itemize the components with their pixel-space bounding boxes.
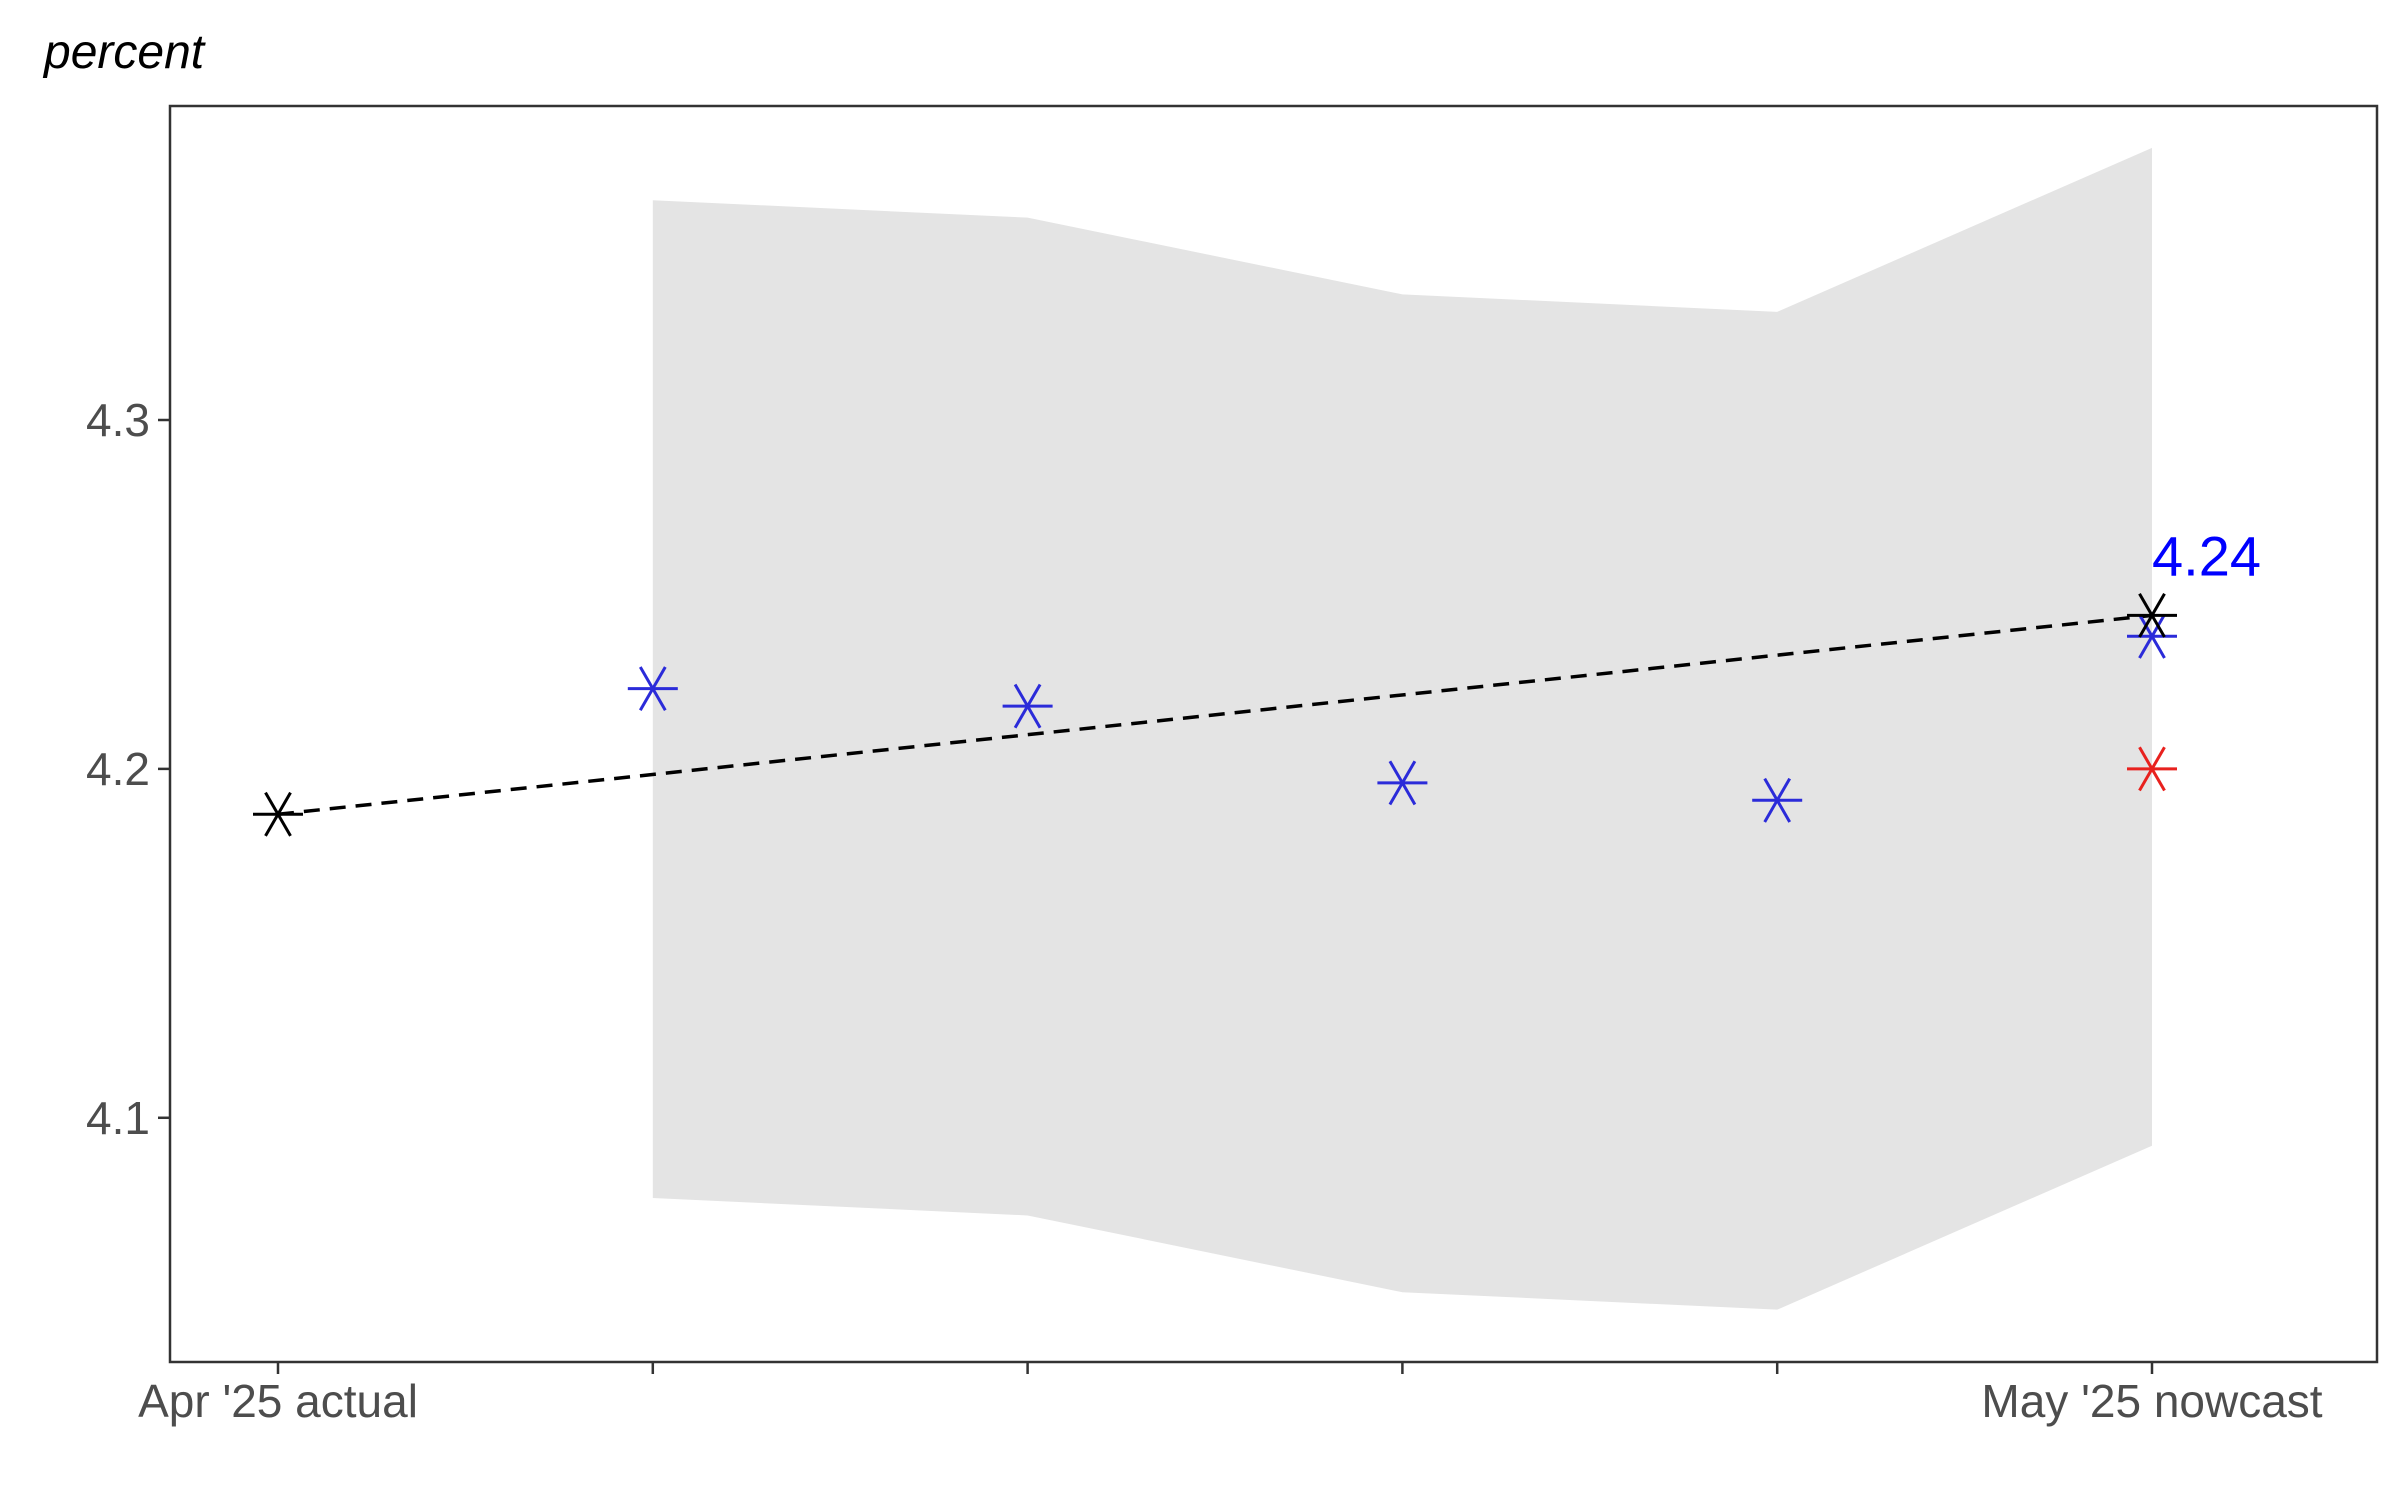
y-tick-label: 4.3: [86, 394, 150, 446]
trend-line: [277, 613, 2153, 816]
axes-layer: 4.1 4.2 4.3 Apr '25 actual May '25 nowcast: [86, 104, 2379, 1427]
x-tick-label: Apr '25 actual: [138, 1375, 418, 1427]
alternative-point: [2127, 746, 2177, 792]
nowcast-point: [627, 666, 678, 712]
value-annotation: 4.24: [2152, 524, 2261, 587]
y-axis-label: percent: [42, 26, 206, 79]
nowcast-point: [1377, 760, 1428, 806]
x-tick-label: May '25 nowcast: [1981, 1375, 2322, 1427]
trend-line-layer: [277, 613, 2153, 816]
actual-point: [2127, 592, 2177, 638]
plot-panel-border: [168, 104, 2379, 1364]
data-points-layer: [253, 592, 2177, 837]
nowcast-point: [1752, 777, 1803, 823]
nowcast-point: [1002, 683, 1053, 729]
annotations-layer: 4.24: [2152, 524, 2261, 587]
confidence-band: [652, 147, 2152, 1310]
y-tick-label: 4.2: [86, 743, 150, 795]
actual-point: [253, 791, 303, 837]
y-tick-label: 4.1: [86, 1092, 150, 1144]
confidence-band-layer: [652, 147, 2152, 1310]
nowcast-point: [2127, 613, 2177, 659]
